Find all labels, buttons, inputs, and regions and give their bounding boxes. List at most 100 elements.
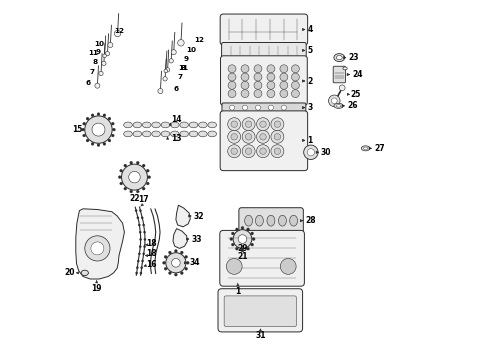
Circle shape xyxy=(281,105,286,110)
Circle shape xyxy=(113,128,116,131)
Circle shape xyxy=(171,50,176,55)
Circle shape xyxy=(238,235,247,243)
Ellipse shape xyxy=(133,131,142,137)
Text: 4: 4 xyxy=(307,25,313,34)
Text: 32: 32 xyxy=(194,212,204,220)
Circle shape xyxy=(120,169,122,172)
Circle shape xyxy=(122,164,147,190)
Circle shape xyxy=(245,134,252,140)
Polygon shape xyxy=(176,205,190,227)
Text: 11: 11 xyxy=(88,50,98,56)
Circle shape xyxy=(292,65,299,73)
Ellipse shape xyxy=(336,105,341,107)
Ellipse shape xyxy=(198,122,207,128)
Circle shape xyxy=(139,246,141,248)
FancyBboxPatch shape xyxy=(239,208,303,234)
Circle shape xyxy=(136,266,139,269)
Circle shape xyxy=(124,164,127,167)
Ellipse shape xyxy=(198,131,207,137)
Text: 18: 18 xyxy=(147,239,157,248)
Circle shape xyxy=(111,134,114,137)
Circle shape xyxy=(228,73,236,81)
Text: 1: 1 xyxy=(307,136,313,145)
Circle shape xyxy=(339,85,345,91)
Circle shape xyxy=(136,161,139,164)
Circle shape xyxy=(241,81,249,89)
Ellipse shape xyxy=(334,103,343,108)
Circle shape xyxy=(267,65,275,73)
Ellipse shape xyxy=(171,131,179,137)
Circle shape xyxy=(245,121,252,127)
Circle shape xyxy=(180,251,183,254)
Circle shape xyxy=(108,117,111,120)
Circle shape xyxy=(304,145,318,159)
Text: 9: 9 xyxy=(96,49,101,55)
Text: 14: 14 xyxy=(171,115,182,125)
Circle shape xyxy=(144,238,146,240)
Ellipse shape xyxy=(161,122,170,128)
Circle shape xyxy=(230,238,233,240)
Circle shape xyxy=(257,118,270,131)
Circle shape xyxy=(169,251,171,254)
Circle shape xyxy=(231,121,238,127)
Circle shape xyxy=(233,230,252,248)
Circle shape xyxy=(91,143,94,145)
Circle shape xyxy=(164,256,167,258)
Circle shape xyxy=(280,258,296,274)
Circle shape xyxy=(254,81,262,89)
Circle shape xyxy=(141,266,143,269)
Text: 24: 24 xyxy=(352,70,363,79)
Circle shape xyxy=(280,81,288,89)
Circle shape xyxy=(228,81,236,89)
Circle shape xyxy=(331,98,337,104)
Circle shape xyxy=(129,171,140,183)
Circle shape xyxy=(83,134,86,137)
Circle shape xyxy=(163,261,166,264)
Text: 10: 10 xyxy=(94,41,104,47)
Circle shape xyxy=(142,260,144,262)
Text: 8: 8 xyxy=(180,65,185,71)
Circle shape xyxy=(180,272,183,275)
Ellipse shape xyxy=(278,215,286,226)
Circle shape xyxy=(307,149,315,156)
Circle shape xyxy=(137,260,139,262)
Circle shape xyxy=(140,238,142,240)
Circle shape xyxy=(246,247,249,250)
Circle shape xyxy=(271,130,284,143)
Circle shape xyxy=(147,169,149,172)
Circle shape xyxy=(118,176,121,179)
Text: 5: 5 xyxy=(307,46,313,55)
Circle shape xyxy=(130,190,133,193)
Circle shape xyxy=(328,95,340,107)
Text: 33: 33 xyxy=(192,235,202,243)
Circle shape xyxy=(186,261,189,264)
FancyBboxPatch shape xyxy=(333,66,345,83)
Ellipse shape xyxy=(123,122,132,128)
Circle shape xyxy=(292,73,299,81)
Ellipse shape xyxy=(133,122,142,128)
Text: 29: 29 xyxy=(237,244,248,253)
Circle shape xyxy=(257,145,270,158)
Circle shape xyxy=(143,253,145,255)
Circle shape xyxy=(274,121,281,127)
Circle shape xyxy=(114,30,121,37)
Ellipse shape xyxy=(245,215,252,226)
FancyBboxPatch shape xyxy=(220,14,308,45)
FancyBboxPatch shape xyxy=(220,111,308,171)
Circle shape xyxy=(271,145,284,158)
Circle shape xyxy=(242,130,255,143)
Circle shape xyxy=(245,148,252,154)
Circle shape xyxy=(241,249,244,252)
Ellipse shape xyxy=(152,131,160,137)
Circle shape xyxy=(231,148,238,154)
Text: 12: 12 xyxy=(114,28,124,33)
Circle shape xyxy=(251,232,254,235)
Circle shape xyxy=(254,90,262,98)
Circle shape xyxy=(269,105,273,110)
Circle shape xyxy=(252,238,255,240)
Text: 6: 6 xyxy=(86,80,91,86)
Ellipse shape xyxy=(337,55,342,60)
Ellipse shape xyxy=(189,131,198,137)
Circle shape xyxy=(102,61,106,66)
Ellipse shape xyxy=(81,270,88,276)
